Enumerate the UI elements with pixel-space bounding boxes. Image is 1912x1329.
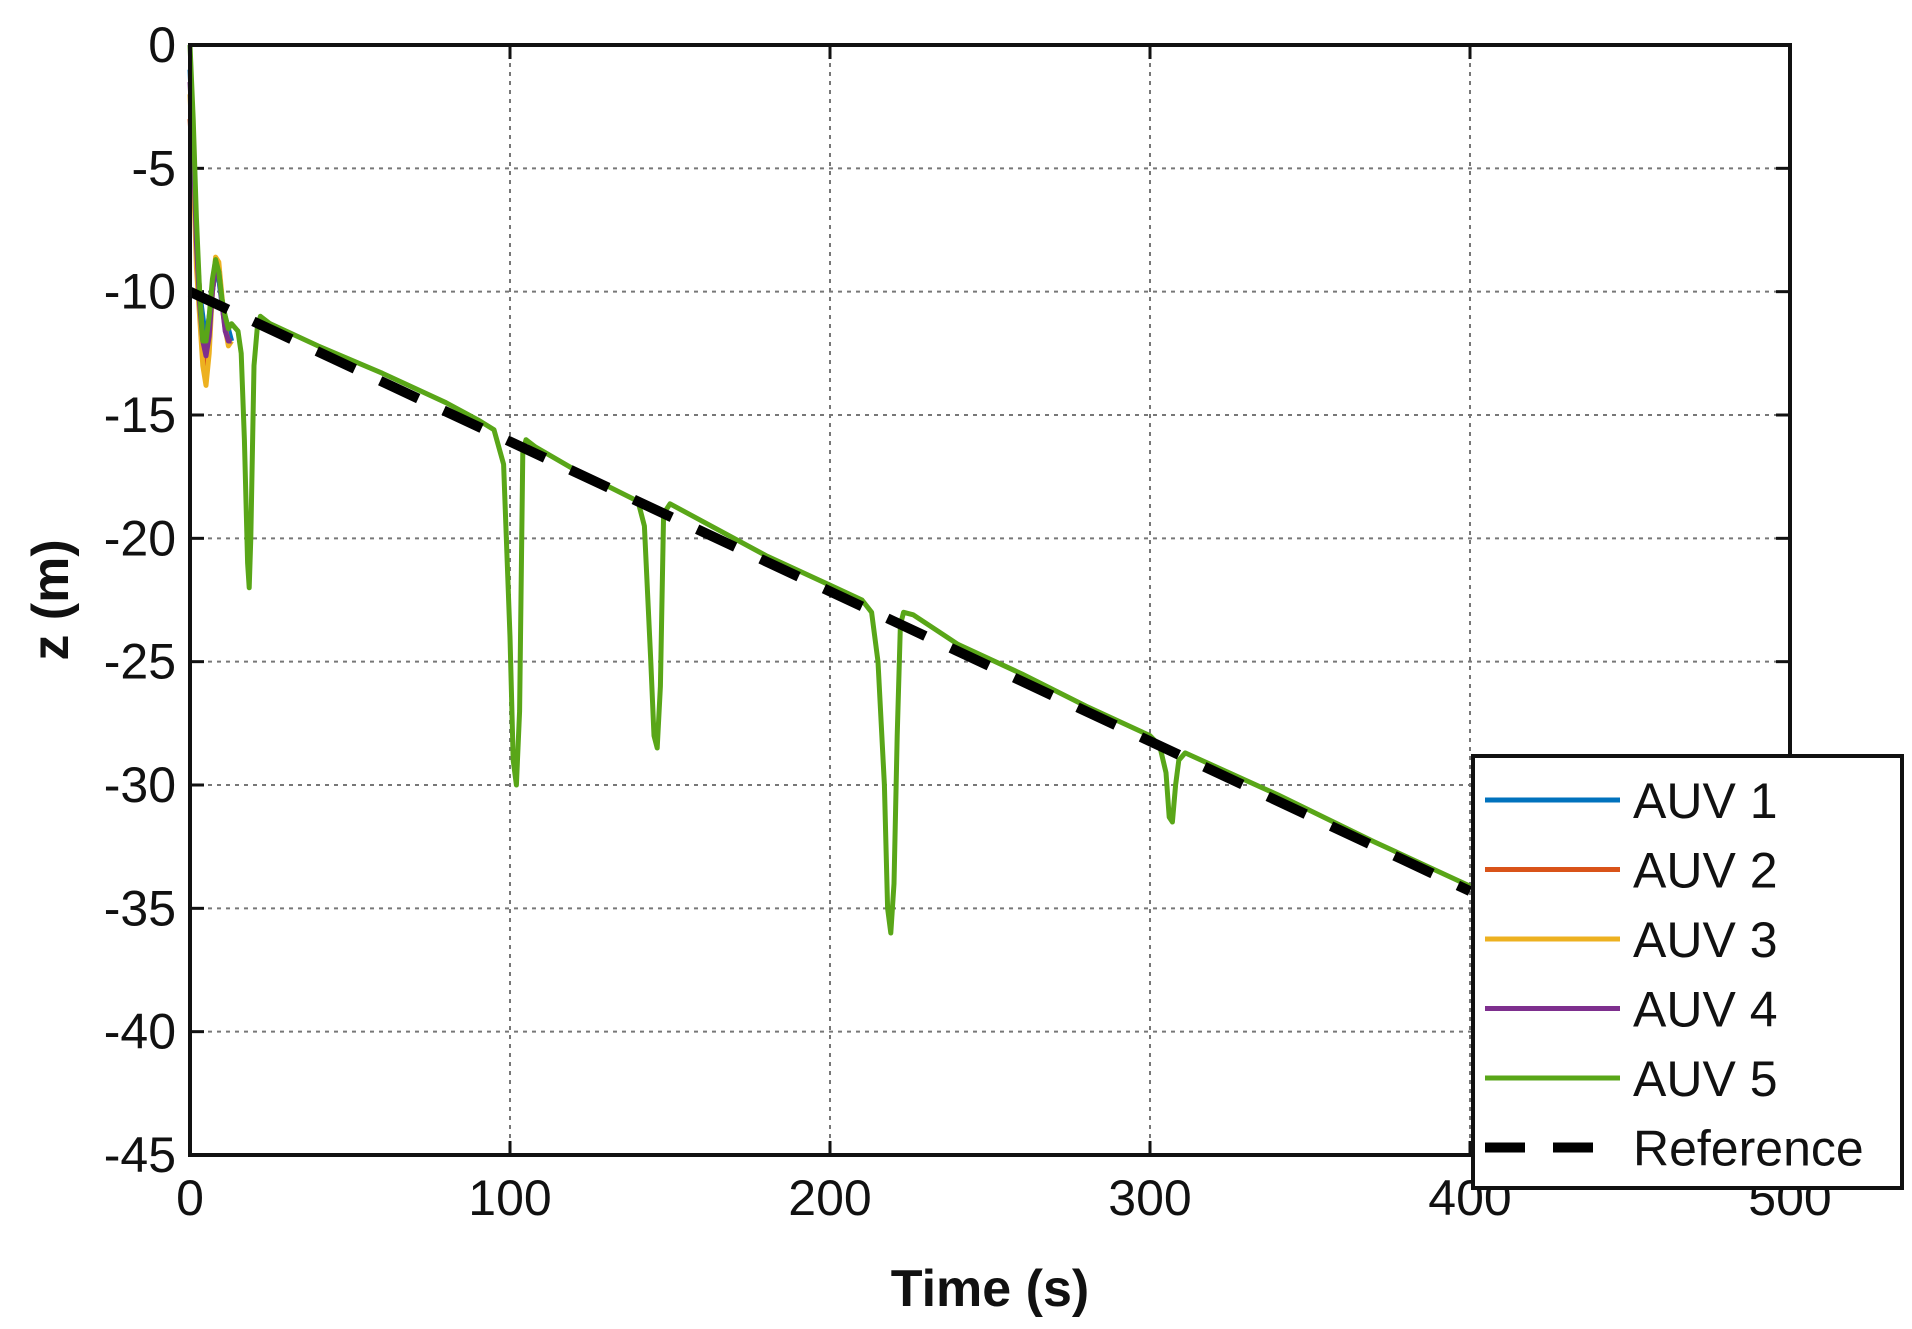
tick-labels: 0 100 200 300 400 5000-5-10-15-20-25-30-35-40…	[104, 17, 1832, 1226]
y-tick-label: -40	[104, 1004, 176, 1060]
y-axis-title: z (m)	[22, 539, 80, 660]
x-tick-label: 100	[468, 1170, 551, 1226]
legend: AUV 1 AUV 2 AUV 3 AUV 4 AUV 5 Reference	[1471, 754, 1904, 1190]
y-tick-label: -20	[104, 510, 176, 566]
x-axis-title: Time (s)	[891, 1260, 1089, 1318]
x-tick-label: 300	[1108, 1170, 1191, 1226]
legend-label-auv-1: AUV 1	[1633, 773, 1778, 829]
y-tick-label: -10	[104, 264, 176, 320]
y-tick-label: -25	[104, 634, 176, 690]
y-tick-label: 0	[148, 17, 176, 73]
plot-frame	[188, 43, 1792, 1157]
series-lines	[187, 44, 1473, 936]
legend-label-reference: Reference	[1633, 1121, 1864, 1177]
legend-items: AUV 1 AUV 2 AUV 3 AUV 4 AUV 5 Reference	[1485, 773, 1864, 1177]
y-tick-label: -30	[104, 757, 176, 813]
series-line-auv-5	[187, 44, 1472, 936]
legend-label-auv-4: AUV 4	[1633, 982, 1778, 1038]
x-tick-label: 0	[176, 1170, 204, 1226]
series-line-reference	[187, 287, 1473, 896]
legend-label-auv-3: AUV 3	[1633, 912, 1778, 968]
legend-label-auv-5: AUV 5	[1633, 1051, 1778, 1107]
y-tick-label: -5	[132, 140, 176, 196]
legend-label-auv-2: AUV 2	[1633, 843, 1778, 899]
x-tick-label: 200	[788, 1170, 871, 1226]
y-tick-label: -15	[104, 387, 176, 443]
y-tick-label: -35	[104, 880, 176, 936]
y-tick-label: -45	[104, 1127, 176, 1183]
legend-box	[1471, 754, 1904, 1190]
